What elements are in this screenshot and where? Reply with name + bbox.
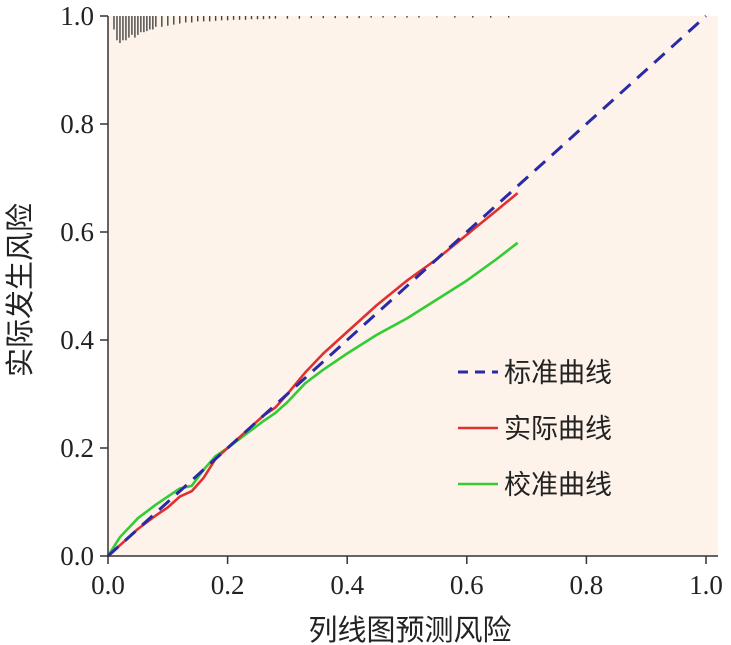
x-tick-label: 0.8 bbox=[570, 570, 604, 600]
x-tick-label: 0.2 bbox=[211, 570, 245, 600]
legend-label-apparent: 实际曲线 bbox=[504, 414, 612, 445]
y-tick-label: 0.6 bbox=[60, 217, 94, 247]
legend: 标准曲线 实际曲线 校准曲线 bbox=[458, 358, 612, 501]
x-tick-label: 0.4 bbox=[330, 570, 364, 600]
y-tick-label: 0.8 bbox=[60, 109, 94, 139]
x-tick-label: 0.6 bbox=[450, 570, 484, 600]
series-corrected-line bbox=[106, 241, 519, 557]
y-tick-label: 0.0 bbox=[60, 541, 94, 571]
legend-label-ideal: 标准曲线 bbox=[504, 358, 612, 389]
y-axis-title: 实际发生风险 bbox=[3, 203, 37, 377]
y-tick-label: 0.4 bbox=[60, 325, 94, 355]
x-tick-label: 0.0 bbox=[91, 570, 125, 600]
x-axis-title: 列线图预测风险 bbox=[308, 613, 511, 645]
tick-labels: 0.0 0.2 0.4 0.6 0.8 1.0 0.0 0.2 0.4 0.6 0.8 1.0 bbox=[60, 1, 723, 600]
rug-marks bbox=[113, 16, 510, 43]
axes bbox=[100, 15, 718, 564]
y-tick-label: 1.0 bbox=[60, 1, 94, 31]
legend-label-corrected: 校准曲线 bbox=[504, 470, 612, 501]
x-tick-label: 1.0 bbox=[689, 570, 723, 600]
y-tick-label: 0.2 bbox=[60, 433, 94, 463]
series-ideal-line bbox=[106, 14, 708, 558]
series-lines bbox=[106, 14, 708, 558]
